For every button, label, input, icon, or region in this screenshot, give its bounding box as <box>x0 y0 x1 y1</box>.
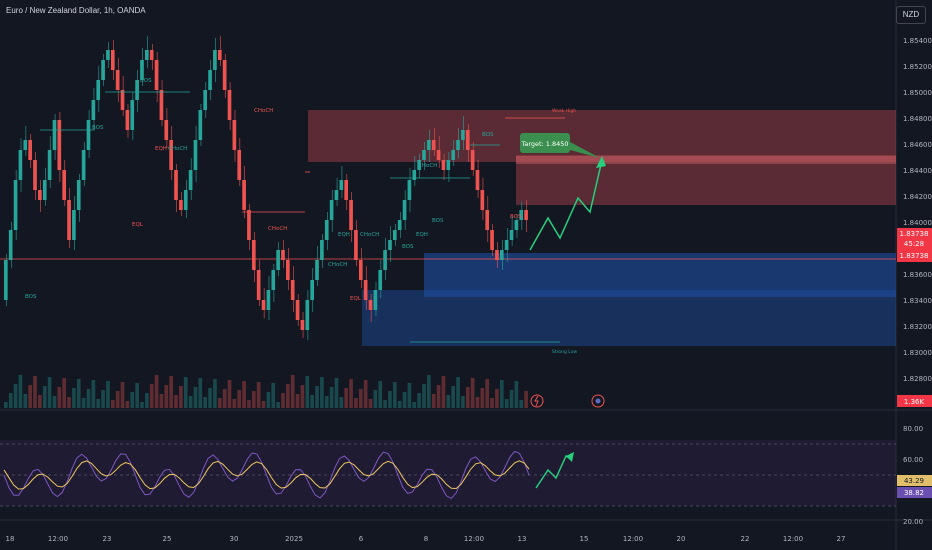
svg-text:EQH: EQH <box>416 232 428 238</box>
svg-text:43.29: 43.29 <box>904 477 924 485</box>
current-price-badge: 1.83738 45:28 1.83738 <box>897 228 932 262</box>
price-tick: 1.84200 <box>903 193 932 201</box>
svg-text:45:28: 45:28 <box>904 240 924 248</box>
price-tick: 1.84800 <box>903 115 932 123</box>
projection-arrowhead <box>596 156 606 168</box>
rsi-line <box>3 450 530 500</box>
svg-text:CHoCH: CHoCH <box>418 163 437 169</box>
price-tick: 1.84600 <box>903 141 932 149</box>
svg-text:CHoCH: CHoCH <box>328 262 347 268</box>
time-tick: 12:00 <box>464 535 484 543</box>
time-tick: 6 <box>359 535 364 543</box>
price-tick: 1.83600 <box>903 271 932 279</box>
time-tick: 8 <box>424 535 428 543</box>
time-tick: 25 <box>163 535 172 543</box>
time-tick: 27 <box>837 535 846 543</box>
price-tick: 1.85400 <box>903 37 932 45</box>
symbol-title[interactable]: Euro / New Zealand Dollar, 1h, OANDA <box>6 6 146 15</box>
svg-text:EQH: EQH <box>338 232 350 238</box>
svg-text:CHoCH: CHoCH <box>254 108 273 114</box>
time-tick: 12:00 <box>623 535 643 543</box>
svg-text:1.83738: 1.83738 <box>900 252 929 260</box>
svg-text:CHoCH: CHoCH <box>168 146 187 152</box>
time-tick: 12:00 <box>48 535 68 543</box>
lightning-event-icon[interactable] <box>530 394 544 408</box>
svg-text:BOS: BOS <box>25 294 37 300</box>
supply-zone-upper <box>308 110 896 162</box>
price-tick: 1.85000 <box>903 89 932 97</box>
svg-text:BOS: BOS <box>92 125 104 131</box>
svg-text:CHoCH: CHoCH <box>360 232 379 238</box>
price-tick: 1.83400 <box>903 297 932 305</box>
calendar-event-icon[interactable] <box>591 394 605 408</box>
volume-badge: 1.36K <box>897 395 932 407</box>
rsi-band <box>0 440 896 506</box>
svg-text:38.82: 38.82 <box>904 489 924 497</box>
svg-text:BOS: BOS <box>510 214 522 220</box>
rsi-tick: 20.00 <box>903 518 923 526</box>
rsi-levels <box>0 443 896 507</box>
time-tick: 13 <box>518 535 527 543</box>
weak-high-label: Weak High <box>552 108 576 114</box>
svg-text:1.83738: 1.83738 <box>900 230 929 238</box>
price-tick: 1.83000 <box>903 349 932 357</box>
svg-text:BOS: BOS <box>402 244 414 250</box>
time-tick: 12:00 <box>783 535 803 543</box>
svg-text:EQL: EQL <box>350 296 362 302</box>
price-axis[interactable]: 1.85400 1.85200 1.85000 1.84800 1.84600 1.844… <box>903 37 932 383</box>
price-tick: 1.82800 <box>903 375 932 383</box>
structure-lines-bear <box>242 117 565 213</box>
structure-labels: BOS BOS BOS BOS BOS CHoCH CHoCH CHoCH CH… <box>25 78 522 302</box>
time-tick: 2025 <box>285 535 303 543</box>
price-tick: 1.84400 <box>903 167 932 175</box>
projection-arrow <box>529 159 603 251</box>
supply-zone-lower <box>516 155 896 205</box>
target-label: Target: 1.8450 <box>520 140 568 148</box>
demand-zone-lower <box>362 290 896 346</box>
svg-text:EQH: EQH <box>155 146 167 152</box>
structure-lines <box>40 91 560 343</box>
candles <box>4 36 528 340</box>
rsi-ma-line <box>3 460 530 490</box>
svg-text:1.36K: 1.36K <box>904 398 925 406</box>
volume-bars <box>4 375 528 408</box>
rsi-arrowhead <box>566 452 574 462</box>
price-tick: 1.83200 <box>903 323 932 331</box>
time-tick: 15 <box>580 535 589 543</box>
time-axis[interactable]: 18 12:00 23 25 30 2025 6 8 12:00 13 15 12:00 20 22 12:… <box>6 535 846 543</box>
price-tick: 1.84000 <box>903 219 932 227</box>
rsi-tick: 60.00 <box>903 456 923 464</box>
svg-text:BOS: BOS <box>140 78 152 84</box>
currency-button[interactable]: NZD <box>896 6 926 24</box>
svg-text:BOS: BOS <box>432 218 444 224</box>
time-tick: 23 <box>103 535 112 543</box>
svg-text:BOS: BOS <box>482 132 494 138</box>
svg-text:CHoCH: CHoCH <box>268 226 287 232</box>
time-tick: 20 <box>677 535 686 543</box>
target-callout[interactable]: Target: 1.8450 <box>520 133 600 158</box>
svg-text:EQL: EQL <box>132 222 144 228</box>
time-tick: 18 <box>6 535 15 543</box>
rsi-tick: 80.00 <box>903 425 923 433</box>
strong-low-label: Strong Low <box>552 349 577 355</box>
target-line-zone <box>516 156 896 164</box>
time-tick: 22 <box>741 535 750 543</box>
time-tick: 30 <box>230 535 239 543</box>
price-tick: 1.85200 <box>903 63 932 71</box>
rsi-value-badge: 43.29 38.82 <box>897 475 932 498</box>
